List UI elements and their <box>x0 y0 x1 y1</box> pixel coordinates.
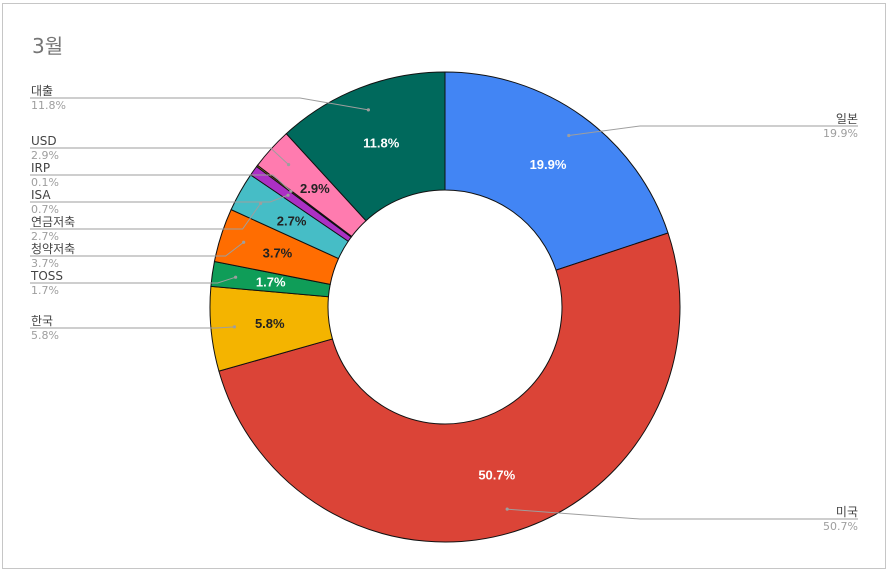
slice-5-leader-line <box>30 203 262 230</box>
slice-7-legend-percent: 0.1% <box>31 176 59 189</box>
chart-title: 3월 <box>32 34 64 58</box>
slice-7-legend-name: IRP <box>31 161 50 175</box>
slice-8-legend-name: USD <box>31 134 57 148</box>
slice-9-legend-name: 대출 <box>31 84 53 98</box>
slice-0-value-label: 19.9% <box>530 157 567 172</box>
slice-9-value-label: 11.8% <box>363 135 400 150</box>
slice-9-arc[interactable] <box>285 71 446 222</box>
slice-8-value-label: 2.9% <box>300 181 330 196</box>
slice-2-value-label: 5.8% <box>255 316 285 331</box>
slice-5-legend-name: 연금저축 <box>31 215 75 229</box>
slice-3-legend-percent: 1.7% <box>31 284 59 297</box>
slice-9-legend-percent: 11.8% <box>31 99 66 112</box>
slice-2-legend-percent: 5.8% <box>31 329 59 342</box>
slice-0-legend-percent: 19.9% <box>823 127 858 140</box>
slice-4-legend-percent: 3.7% <box>31 257 59 270</box>
slice-4-leader-line <box>30 241 244 257</box>
slice-9-leader-line <box>30 97 369 111</box>
slice-3-legend-name: TOSS <box>30 269 63 283</box>
slice-3-leader-line <box>30 276 236 284</box>
slice-0-legend-name: 일본 <box>836 112 858 126</box>
slice-6-legend-name: ISA <box>31 188 51 202</box>
slice-1-legend-percent: 50.7% <box>823 520 858 533</box>
slice-5-value-label: 2.7% <box>277 213 307 228</box>
slice-1-value-label: 50.7% <box>478 468 515 483</box>
slice-8-legend-percent: 2.9% <box>31 149 59 162</box>
slice-0-arc[interactable] <box>444 71 669 271</box>
slice-1-arc[interactable] <box>218 232 681 543</box>
slice-6-leader-line <box>30 194 289 203</box>
slice-1-legend-name: 미국 <box>836 505 858 519</box>
slice-8-leader-line <box>30 147 289 166</box>
slice-2-legend-name: 한국 <box>31 314 53 328</box>
slice-4-legend-name: 청약저축 <box>31 241 75 256</box>
slice-7-leader-line <box>30 174 292 192</box>
slice-6-legend-percent: 0.7% <box>31 203 59 216</box>
slice-1-leader-line <box>507 508 858 520</box>
slice-3-value-label: 1.7% <box>256 275 286 290</box>
slice-4-value-label: 3.7% <box>263 246 293 261</box>
slice-5-legend-percent: 2.7% <box>31 230 59 243</box>
slice-0-leader-line <box>568 125 858 136</box>
slice-2-leader-line <box>30 326 235 329</box>
